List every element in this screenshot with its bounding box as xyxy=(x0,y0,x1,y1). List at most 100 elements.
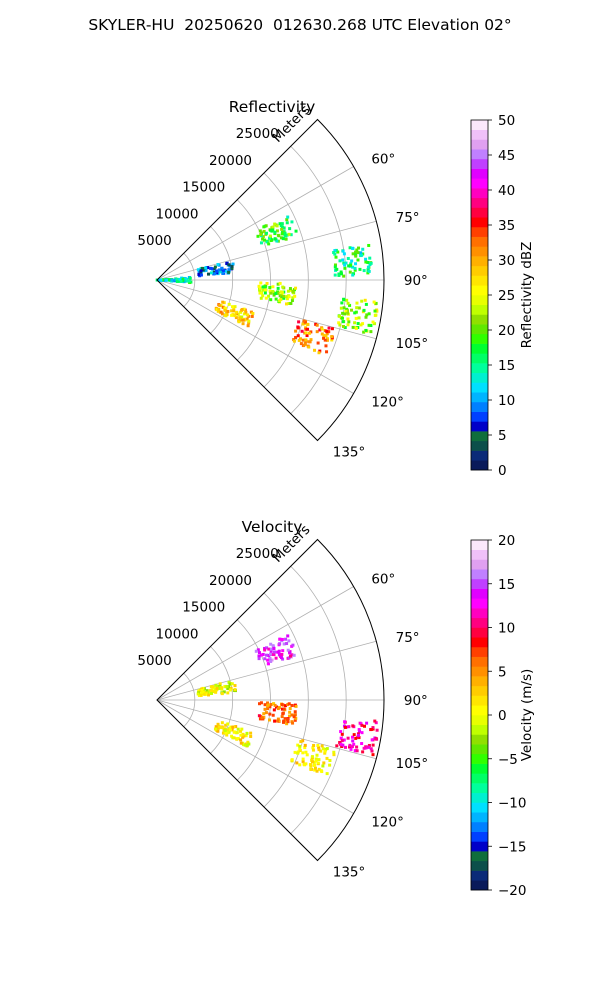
echo-cell xyxy=(373,719,377,723)
echo-cell xyxy=(325,350,329,354)
echo-cell xyxy=(279,236,283,240)
echo-cell xyxy=(275,229,279,233)
echo-cell xyxy=(351,739,355,743)
echo-cell xyxy=(354,262,358,266)
echo-cell xyxy=(301,757,305,761)
colorbar-swatch xyxy=(471,188,488,199)
echo-cell xyxy=(311,760,315,764)
echo-cell xyxy=(277,652,281,656)
echo-cell xyxy=(353,311,357,315)
colorbar-swatch xyxy=(471,372,488,383)
colorbar-swatch xyxy=(471,324,488,335)
echo-cell xyxy=(339,730,343,734)
echo-cell xyxy=(259,291,263,295)
echo-cell xyxy=(210,267,214,271)
echo-cell xyxy=(356,258,360,262)
echo-cell xyxy=(202,267,206,271)
echo-cell xyxy=(288,707,292,711)
colorbar-label: Reflectivity dBZ xyxy=(519,242,535,349)
echo-cell xyxy=(306,323,310,327)
echo-cell xyxy=(310,755,314,759)
echo-cell xyxy=(204,268,208,272)
colorbar-swatch xyxy=(471,265,488,276)
echo-cell xyxy=(202,689,206,693)
range-tick-label: 20000 xyxy=(209,153,252,169)
echo-cell xyxy=(370,749,374,753)
echo-cell xyxy=(364,328,368,332)
echo-cell xyxy=(364,302,368,306)
echo-cell xyxy=(277,234,281,238)
echo-cell xyxy=(215,308,219,312)
echo-cell xyxy=(292,338,296,342)
colorbar-swatch xyxy=(471,676,488,687)
echo-cell xyxy=(227,268,231,272)
echo-cell xyxy=(337,314,341,318)
colorbar-swatch xyxy=(471,304,488,315)
colorbar-swatch xyxy=(471,656,488,667)
echo-cell xyxy=(215,271,219,275)
echo-cell xyxy=(298,763,302,767)
echo-cell xyxy=(217,724,221,728)
echo-cell xyxy=(364,257,368,261)
echo-cell xyxy=(318,349,322,353)
echo-cell xyxy=(317,767,321,771)
colorbar-tick-label: 25 xyxy=(498,288,515,304)
azimuth-gridline xyxy=(156,166,354,281)
echo-cell xyxy=(296,751,300,755)
echo-cell xyxy=(289,288,293,292)
echo-cell xyxy=(343,720,347,724)
echo-cell xyxy=(373,309,377,313)
colorbar-tick-label: 0 xyxy=(498,463,507,479)
colorbar-tick-label: 30 xyxy=(498,253,515,269)
echo-cell xyxy=(294,335,298,339)
echo-cell xyxy=(228,682,232,686)
echo-cell xyxy=(320,332,324,336)
echo-cell xyxy=(343,263,347,267)
echo-cell xyxy=(291,296,295,300)
azimuth-tick-label: 105° xyxy=(396,756,429,772)
azimuth-tick-label: 120° xyxy=(371,394,404,410)
echo-cell xyxy=(290,713,294,717)
echo-cell xyxy=(318,328,322,332)
echo-cell xyxy=(356,735,360,739)
echo-cell xyxy=(216,309,220,313)
echo-cell xyxy=(316,341,320,345)
echo-cell xyxy=(301,759,305,763)
echo-cell xyxy=(324,334,328,338)
colorbar-tick-label: 5 xyxy=(498,664,507,680)
echo-cell xyxy=(342,274,346,278)
echo-cell xyxy=(348,743,352,747)
echo-cell xyxy=(276,291,280,295)
echo-cell xyxy=(205,689,209,693)
echo-cell xyxy=(221,305,225,309)
echo-cell xyxy=(364,745,368,749)
echo-cell xyxy=(241,732,245,736)
echo-cell xyxy=(369,330,373,334)
echo-cell xyxy=(223,269,227,273)
echo-cell xyxy=(220,312,224,316)
echo-cell xyxy=(267,242,271,246)
echo-cell xyxy=(285,295,289,299)
colorbar-swatch xyxy=(471,540,488,551)
echo-cell xyxy=(324,344,328,348)
echo-cell xyxy=(273,703,277,707)
echo-cell xyxy=(223,313,227,317)
echo-cell xyxy=(275,224,279,228)
echo-cell xyxy=(221,300,225,304)
echo-cell xyxy=(268,657,272,661)
echo-cell xyxy=(278,299,282,303)
echo-cell xyxy=(263,646,267,650)
echo-cell xyxy=(170,278,174,282)
echo-cell xyxy=(282,226,286,230)
echo-cell xyxy=(179,280,183,284)
echo-cell xyxy=(276,719,280,723)
echo-cell xyxy=(355,248,359,252)
echo-cell xyxy=(159,278,163,282)
echo-cell xyxy=(350,308,354,312)
echo-cell xyxy=(244,734,248,738)
echo-cell xyxy=(369,261,373,265)
echo-cell xyxy=(315,330,319,334)
echo-cell xyxy=(217,726,221,730)
echo-cell xyxy=(232,730,236,734)
